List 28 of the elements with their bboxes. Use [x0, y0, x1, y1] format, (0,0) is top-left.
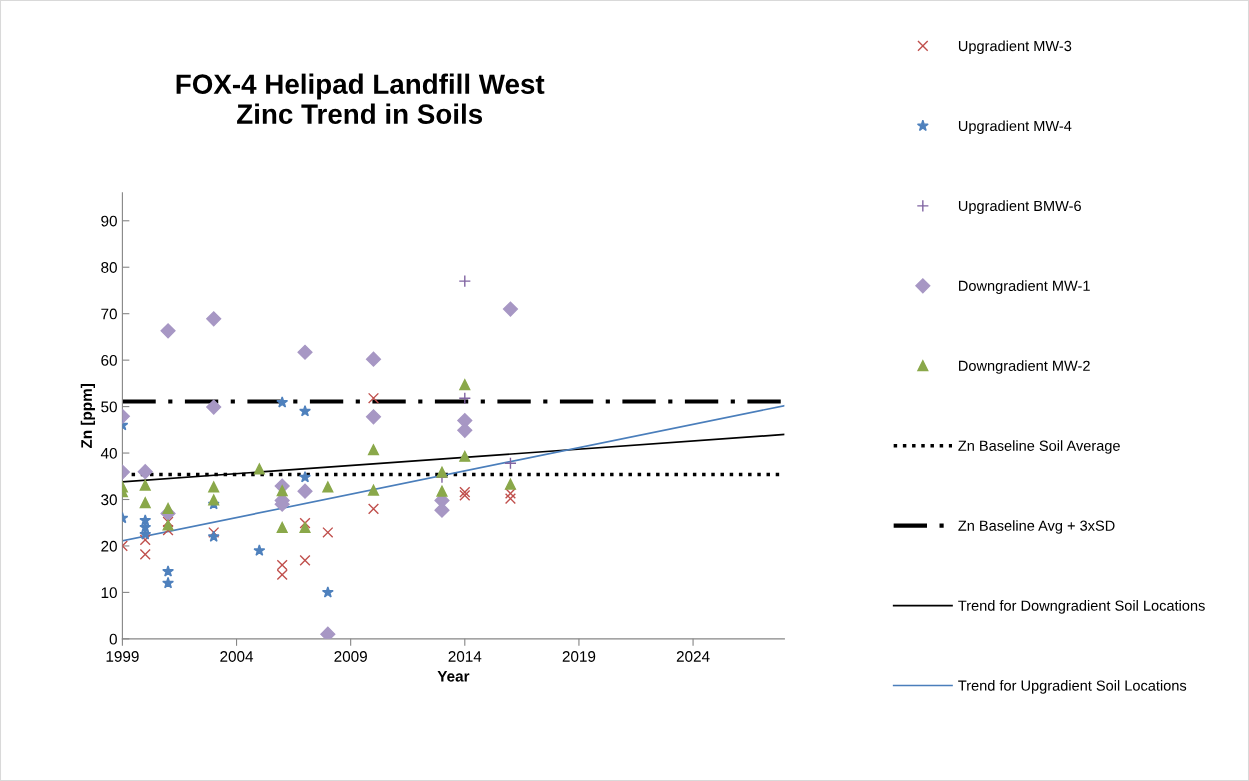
x-tick-label: 2004: [220, 651, 254, 662]
y-tick-label: 40: [100, 447, 117, 459]
x-tick-label: 2009: [334, 651, 367, 662]
legend-label: Downgradient MW-1: [959, 280, 1090, 294]
y-tick-label: 70: [101, 308, 117, 320]
legend-label: Trend for Downgradient Soil Locations: [958, 600, 1205, 614]
x-tick-label: 2014: [448, 651, 482, 662]
x-tick-label: 2019: [562, 651, 596, 662]
y-tick-label: 0: [109, 633, 117, 645]
legend-label: Downgradient MW-2: [959, 360, 1090, 374]
legend-label: Trend for Upgradient Soil Locations: [958, 680, 1187, 694]
legend-label: Upgradient MW-4: [958, 120, 1072, 134]
x-axis-title: Year: [437, 671, 470, 682]
chart-title: FOX-4 Helipad Landfill West Zinc Trend in Soils: [176, 73, 545, 124]
x-tick-label: 1999: [106, 651, 139, 662]
y-tick-label: 60: [101, 355, 117, 366]
legend-label: Zn Baseline Avg + 3xSD: [958, 520, 1115, 534]
y-tick-label: 30: [101, 494, 117, 506]
x-tick-label: 2024: [676, 651, 710, 662]
y-axis-title: Zn [ppm]: [80, 384, 95, 449]
legend-label: Upgradient MW-3: [958, 40, 1072, 55]
y-tick-label: 20: [101, 540, 117, 552]
legend-label: Zn Baseline Soil Average: [958, 440, 1120, 454]
y-tick-label: 10: [101, 587, 117, 599]
y-tick-label: 50: [101, 401, 117, 413]
y-tick-label: 80: [101, 262, 117, 273]
legend-label: Upgradient BMW-6: [958, 200, 1081, 214]
y-tick-label: 90: [101, 215, 117, 227]
